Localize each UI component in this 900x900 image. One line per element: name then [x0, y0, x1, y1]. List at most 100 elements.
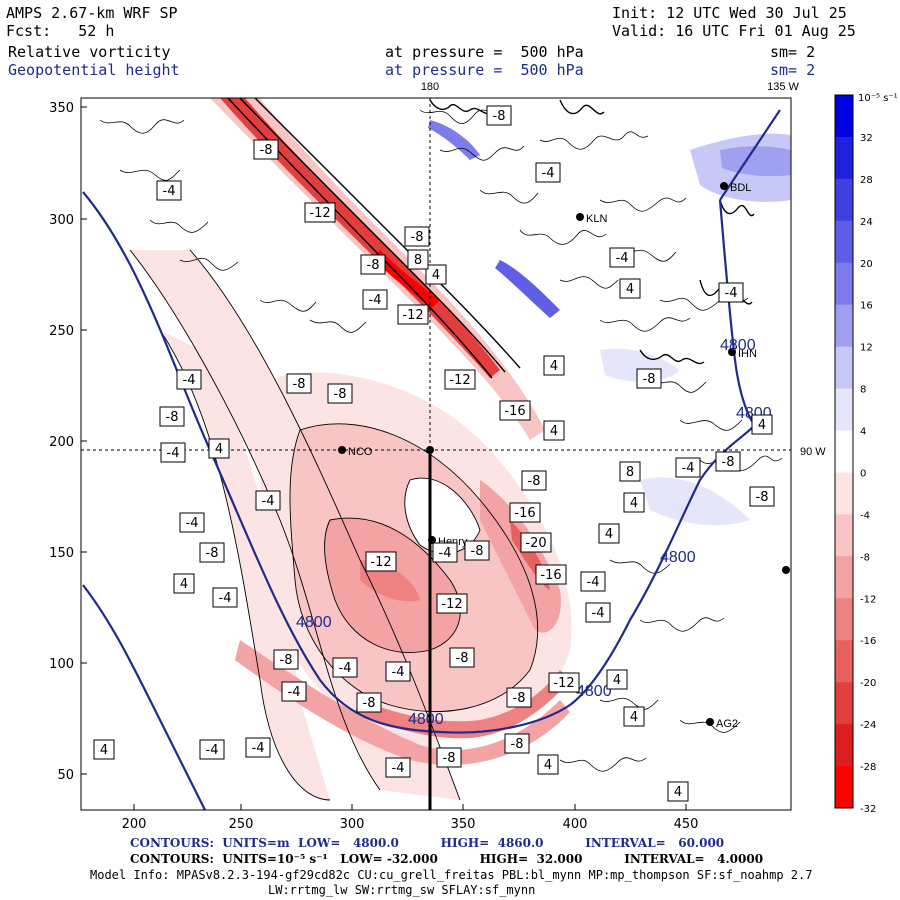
colorbar-label: -8: [860, 552, 870, 563]
station-ihn-label: IHN: [738, 348, 757, 360]
svg-text:-8: -8: [293, 377, 306, 392]
height-label: 4800: [408, 711, 444, 728]
colorbar-swatch: [835, 346, 853, 390]
svg-text:-12: -12: [370, 555, 391, 570]
svg-text:-8: -8: [528, 474, 541, 489]
colorbar-label: -28: [860, 762, 876, 773]
colorbar-swatch: [835, 95, 853, 138]
tick-marks: [81, 106, 687, 810]
station-bdl-label: BDL: [730, 182, 751, 194]
vort-label: -8: [464, 540, 490, 561]
vort-label: -4: [609, 247, 635, 268]
colorbar-label: 32: [860, 133, 873, 144]
vort-label: -8: [159, 406, 185, 427]
station-ag2: AG2: [706, 718, 738, 730]
station-nco-label: NCO: [348, 446, 373, 458]
svg-text:-4: -4: [167, 446, 180, 461]
field2-level: at pressure = 500 hPa: [385, 61, 584, 79]
svg-text:-4: -4: [219, 591, 232, 606]
vort-label: -8: [356, 692, 382, 713]
svg-text:-12: -12: [402, 308, 423, 323]
svg-text:-8: -8: [280, 653, 293, 668]
vort-label: 8: [619, 461, 641, 482]
vort-label: 4: [173, 573, 195, 594]
vort-label: -8: [506, 687, 532, 708]
colorbar-label: -20: [860, 678, 876, 689]
x-tick-label: 300: [340, 817, 365, 832]
colorbar-swatch: [835, 766, 853, 809]
forecast-value: 52 h: [78, 22, 115, 40]
colorbar-label: 0: [860, 468, 866, 479]
vort-label: -4: [281, 681, 307, 702]
svg-text:-12: -12: [553, 676, 574, 691]
vort-label: -8: [404, 226, 430, 247]
valid-time: Valid: 16 UTC Fri 01 Aug 25: [612, 22, 856, 40]
vort-label: -8: [436, 747, 462, 768]
vort-label: 4: [751, 414, 773, 435]
height-contours: [82, 109, 781, 810]
x-tick-label: 350: [451, 817, 476, 832]
y-tick-label: 50: [57, 768, 74, 783]
svg-text:-16: -16: [504, 404, 525, 419]
colorbar-swatch: [835, 178, 853, 222]
vort-label: -12: [548, 672, 580, 693]
svg-text:-8: -8: [513, 691, 526, 706]
y-axis: 350 300 250 200 150 100 50: [49, 101, 74, 783]
colorbar-swatch: [835, 598, 853, 641]
field2-name: Geopotential height: [8, 61, 180, 79]
svg-text:-4: -4: [587, 575, 600, 590]
svg-text:-16: -16: [540, 568, 561, 583]
svg-text:8: 8: [626, 465, 634, 480]
colorbar-unit: 10⁻⁵ s⁻¹: [858, 93, 898, 104]
y-tick-label: 150: [49, 546, 74, 561]
svg-text:4: 4: [758, 418, 766, 433]
colorbar-swatch: [835, 304, 853, 348]
svg-text:-8: -8: [411, 230, 424, 245]
svg-text:-8: -8: [456, 651, 469, 666]
footer-height-contours: CONTOURS: UNITS=m LOW= 4800.0 HIGH= 4860…: [130, 836, 725, 850]
vort-label: -4: [156, 180, 182, 201]
forecast-label-text: Fcst:: [6, 22, 52, 40]
vort-label: 4: [623, 706, 645, 727]
stations: NCO Henry AG2 KLN BDL IHN: [338, 182, 790, 730]
vort-label: -12: [444, 369, 476, 390]
vort-label: -4: [362, 289, 388, 310]
footer-physics-info: LW:rrtmg_lw SW:rrtmg_sw SFLAY:sf_mynn: [268, 883, 536, 897]
crosshair-point: [426, 446, 434, 454]
vort-label: -12: [436, 593, 468, 614]
meridian-label-135w: 135 W: [767, 81, 799, 93]
svg-text:-4: -4: [392, 761, 405, 776]
vort-label: 4: [667, 781, 689, 802]
vort-label: -8: [521, 470, 547, 491]
svg-text:4: 4: [215, 442, 223, 457]
svg-text:4: 4: [100, 743, 108, 758]
colorbar-label: 24: [860, 217, 873, 228]
x-axis: 200 250 300 350 400 450: [122, 817, 699, 832]
svg-text:-8: -8: [363, 696, 376, 711]
colorbar-swatch: [835, 724, 853, 767]
x-tick-label: 450: [674, 817, 699, 832]
meridian-label-180: 180: [421, 81, 439, 93]
footer-vorticity-contours: CONTOURS: UNITS=10⁻⁵ s⁻¹ LOW= -32.000 HI…: [130, 852, 764, 866]
svg-text:-4: -4: [369, 293, 382, 308]
vorticity-labels: -4 -4 -4 -4 -4 -4 -4 -4 -4 -4 -4 -4 -4 -…: [93, 105, 775, 802]
svg-text:-8: -8: [643, 372, 656, 387]
svg-text:-16: -16: [514, 506, 535, 521]
vort-label: -4: [535, 162, 561, 183]
vort-label: -4: [332, 657, 358, 678]
vort-label: -4: [199, 739, 225, 760]
station-kln-label: KLN: [586, 213, 607, 225]
field1-level: at pressure = 500 hPa: [385, 43, 584, 61]
vort-label: -16: [509, 502, 541, 523]
svg-text:-4: -4: [163, 184, 176, 199]
vort-label: 4: [606, 669, 628, 690]
colorbar-swatch: [835, 388, 853, 432]
svg-text:-8: -8: [493, 109, 506, 124]
vort-label: -8: [504, 733, 530, 754]
x-tick-label: 250: [229, 817, 254, 832]
colorbar-label: 8: [860, 385, 866, 396]
vort-label: -12: [397, 304, 429, 325]
svg-text:-4: -4: [183, 373, 196, 388]
svg-text:4: 4: [550, 424, 558, 439]
